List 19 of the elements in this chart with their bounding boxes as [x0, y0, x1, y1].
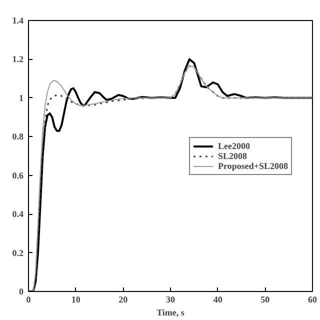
legend-label: Lee2000	[218, 140, 250, 150]
y-tick-label: 1.2	[12, 54, 24, 64]
x-tick-label: 50	[260, 294, 270, 304]
x-tick-label: 30	[166, 294, 176, 304]
x-axis-title: Time, s	[156, 308, 185, 318]
y-tick-label: 1	[19, 92, 24, 103]
x-tick-label: 60	[308, 294, 318, 304]
y-tick-label: 0	[19, 286, 24, 296]
x-tick-label: 10	[71, 294, 81, 304]
y-tick-label: 0.4	[12, 209, 24, 220]
y-tick-label: 1.4	[12, 16, 24, 26]
x-tick-label: 0	[26, 294, 32, 304]
x-tick-label: 40	[213, 294, 223, 304]
x-tick-label: 20	[118, 294, 128, 304]
y-tick-label: 0.6	[12, 170, 24, 180]
y-tick-label: 0.2	[12, 248, 24, 258]
legend-label: SL2008	[218, 150, 248, 160]
y-tick-label: 0.8	[12, 132, 24, 142]
legend-label: Proposed+SL2008	[218, 160, 288, 170]
